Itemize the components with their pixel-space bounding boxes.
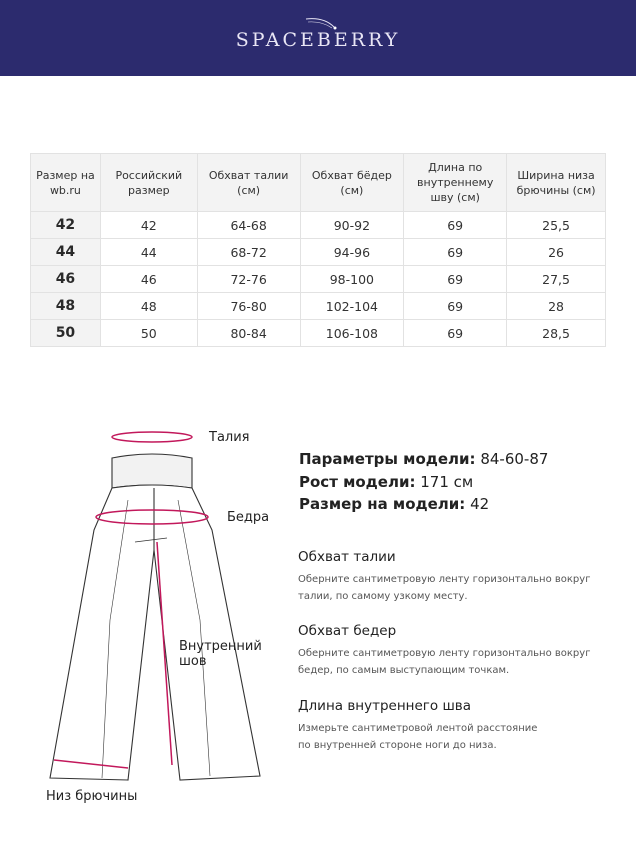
table-cell: 106-108 [299, 319, 405, 347]
table-cell: 48 [30, 292, 101, 320]
brand-name: SPACEBERRY [235, 29, 401, 51]
height-value: 171 см [420, 472, 474, 491]
table-cell: 90-92 [299, 211, 405, 239]
column-header: Российский размер [99, 153, 198, 212]
table-cell: 94-96 [299, 238, 405, 266]
table-cell: 69 [403, 238, 508, 266]
params-label: Параметры модели: [299, 450, 476, 468]
table-row: 42 42 64-68 90-92 69 25,5 [30, 211, 606, 239]
table-cell: 28,5 [506, 319, 606, 347]
table-cell: 69 [403, 211, 508, 239]
table-cell: 69 [403, 292, 508, 320]
table-cell: 69 [403, 319, 508, 347]
table-row: 46 46 72-76 98-100 69 27,5 [30, 265, 606, 293]
table-cell: 27,5 [506, 265, 606, 293]
table-cell: 42 [30, 211, 101, 239]
section-title: Обхват бедер [298, 623, 397, 639]
size-value: 42 [470, 495, 490, 513]
table-cell: 69 [403, 265, 508, 293]
section-text: Измерьте сантиметровой лентой расстояние… [298, 723, 538, 751]
table-cell: 50 [99, 319, 198, 347]
table-row: 44 44 68-72 94-96 69 26 [30, 238, 606, 266]
table-cell: 44 [99, 238, 198, 266]
table-cell: 50 [30, 319, 101, 347]
height-label: Рост модели: [299, 472, 416, 491]
size-label: Размер на модели: [299, 495, 466, 513]
section-waist: Обхват талии Оберните сантиметровую ленту… [298, 549, 598, 605]
table-cell: 42 [99, 211, 198, 239]
header-banner: SPACEBERRY [0, 0, 636, 76]
hem-label: Низ брючины [46, 789, 138, 804]
inseam-label: Внутренний шов [179, 639, 262, 669]
model-params: Параметры модели: 84-60-87 Рост модели: … [299, 448, 548, 516]
brand-logo: SPACEBERRY [235, 18, 401, 51]
section-title: Обхват талии [298, 549, 396, 565]
shooting-star-icon [305, 18, 337, 30]
size-table: Размер на wb.ru Российский размер Обхват т… [30, 153, 606, 347]
table-cell: 25,5 [506, 211, 606, 239]
section-title: Длина внутреннего шва [298, 698, 472, 714]
table-cell: 98-100 [299, 265, 405, 293]
table-cell: 46 [99, 265, 198, 293]
column-header: Длина по внутреннему шву (см) [403, 153, 508, 212]
table-row: 50 50 80-84 106-108 69 28,5 [30, 319, 606, 347]
table-cell: 26 [506, 238, 606, 266]
table-cell: 46 [30, 265, 101, 293]
section-text: Оберните сантиметровую ленту горизонталь… [298, 648, 591, 676]
table-row: 48 48 76-80 102-104 69 28 [30, 292, 606, 320]
column-header: Обхват бёдер (см) [299, 153, 405, 212]
section-hips: Обхват бедер Оберните сантиметровую ленту… [298, 623, 598, 679]
waist-label: Талия [209, 430, 250, 445]
hips-label: Бедра [227, 510, 270, 525]
table-cell: 68-72 [196, 238, 301, 266]
table-cell: 80-84 [196, 319, 301, 347]
table-cell: 44 [30, 238, 101, 266]
table-cell: 48 [99, 292, 198, 320]
table-cell: 72-76 [196, 265, 301, 293]
table-cell: 76-80 [196, 292, 301, 320]
table-cell: 64-68 [196, 211, 301, 239]
column-header: Размер на wb.ru [30, 153, 101, 212]
column-header: Ширина низа брючины (см) [506, 153, 606, 212]
table-cell: 102-104 [299, 292, 405, 320]
params-value: 84-60-87 [480, 450, 549, 468]
section-inseam: Длина внутреннего шва Измерьте сантиметро… [298, 698, 548, 754]
pants-diagram [49, 431, 261, 781]
section-text: Оберните сантиметровую ленту горизонталь… [298, 574, 591, 602]
table-cell: 28 [506, 292, 606, 320]
column-header: Обхват талии (см) [196, 153, 301, 212]
